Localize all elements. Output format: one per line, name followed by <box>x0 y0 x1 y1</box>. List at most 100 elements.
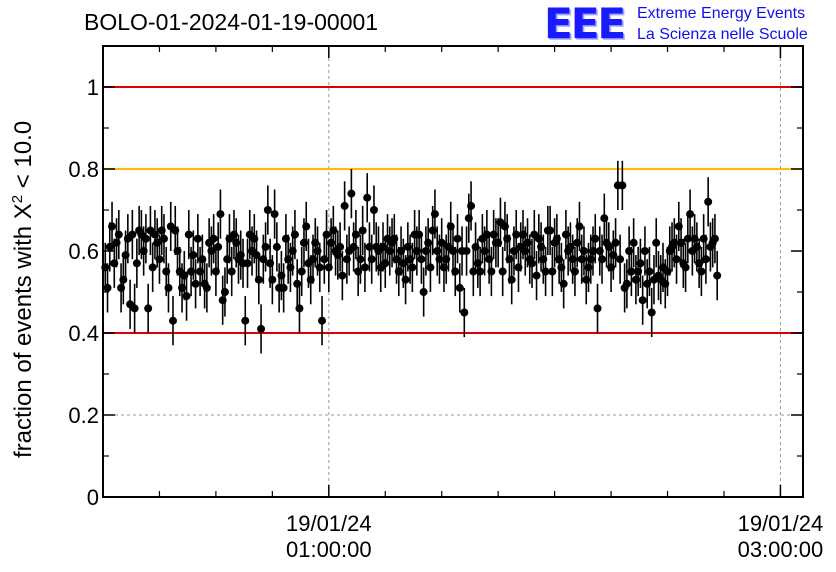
data-point <box>103 283 112 292</box>
data-point <box>193 234 202 243</box>
eee-logo-mark: EEE <box>544 0 626 48</box>
data-point <box>532 271 541 280</box>
data-point <box>710 234 719 243</box>
data-point <box>132 259 141 268</box>
data-point <box>430 210 439 219</box>
data-point <box>629 238 638 247</box>
data-point <box>638 296 647 305</box>
y-axis-label-tail: < 10.0 <box>10 120 37 195</box>
data-point <box>322 230 331 239</box>
data-point <box>417 255 426 264</box>
data-point <box>419 288 428 296</box>
data-point <box>591 234 600 243</box>
data-point <box>191 279 200 288</box>
data-point <box>144 304 153 313</box>
data-point <box>611 238 620 247</box>
y-tick-label: 0.2 <box>68 403 99 428</box>
data-point <box>347 189 356 198</box>
data-point <box>460 308 469 317</box>
data-point <box>369 206 378 214</box>
data-point <box>302 222 311 231</box>
data-point <box>681 263 690 272</box>
data-point <box>318 316 327 325</box>
data-point <box>257 324 266 333</box>
data-point <box>164 283 173 292</box>
data-point <box>243 259 252 268</box>
data-point <box>672 255 681 264</box>
logo-caption-line2: La Scienza nelle Scuole <box>637 26 808 43</box>
data-point <box>315 263 324 272</box>
data-point <box>295 304 304 313</box>
data-point <box>214 242 223 251</box>
data-point <box>356 255 365 264</box>
data-point <box>338 271 347 280</box>
data-point <box>652 238 661 247</box>
data-point <box>408 263 417 272</box>
data-point <box>268 275 277 284</box>
data-point <box>579 247 588 255</box>
data-point <box>462 247 471 255</box>
data-point <box>155 255 164 264</box>
data-point <box>130 304 139 313</box>
run-title: BOLO-01-2024-01-19-00001 <box>84 9 379 35</box>
data-point <box>598 255 607 264</box>
data-point <box>141 234 150 243</box>
data-point <box>272 242 281 251</box>
y-tick-label: 1 <box>87 75 99 100</box>
data-point <box>358 226 367 235</box>
data-point <box>182 292 191 301</box>
x-tick-label-date: 19/01/24 <box>286 511 372 536</box>
data-point <box>622 279 631 288</box>
plot-frame <box>102 45 804 498</box>
data-point <box>108 222 117 231</box>
data-point <box>575 222 584 231</box>
data-point <box>401 275 410 284</box>
data-point <box>128 230 137 239</box>
data-point <box>476 267 485 276</box>
data-point <box>507 275 516 284</box>
data-point <box>263 206 272 214</box>
data-point <box>636 259 645 268</box>
y-axis-label-superscript: 2 <box>9 194 26 204</box>
data-point <box>704 197 713 206</box>
y-axis-label: fraction of events with X2 < 10.0 <box>9 121 38 458</box>
data-point <box>159 234 168 243</box>
data-point <box>647 308 656 317</box>
data-point <box>616 255 625 264</box>
data-point <box>360 263 369 272</box>
data-point <box>114 230 123 239</box>
data-point <box>148 263 157 272</box>
data-point <box>189 251 198 260</box>
data-point <box>453 234 462 243</box>
x-tick-label-time: 01:00:00 <box>286 537 372 562</box>
y-tick-label: 0 <box>87 485 99 510</box>
eee-logo: EEE Extreme Energy Events La Scienza nel… <box>540 0 836 48</box>
data-point <box>645 267 654 276</box>
data-point <box>261 242 270 251</box>
data-points <box>101 160 722 354</box>
data-point <box>351 230 360 239</box>
data-point <box>528 259 537 268</box>
data-point <box>340 201 349 210</box>
data-point <box>455 283 464 292</box>
data-point <box>559 279 568 288</box>
data-point <box>184 230 193 239</box>
data-point <box>279 283 288 292</box>
data-point <box>169 316 177 325</box>
data-point <box>548 267 557 276</box>
y-tick-label: 0.6 <box>68 239 99 264</box>
data-point <box>686 210 695 219</box>
axis-ticks <box>103 45 803 498</box>
y-tick-label: 0.4 <box>68 321 99 346</box>
data-point <box>451 267 460 276</box>
grid-lines <box>103 46 803 497</box>
data-point <box>426 263 435 272</box>
data-point <box>546 226 555 235</box>
data-point <box>367 255 376 264</box>
data-point <box>363 193 372 202</box>
data-point <box>216 210 225 219</box>
data-point <box>290 230 299 239</box>
y-tick-labels: 0 0.2 0.4 0.6 0.8 1 <box>68 75 99 510</box>
